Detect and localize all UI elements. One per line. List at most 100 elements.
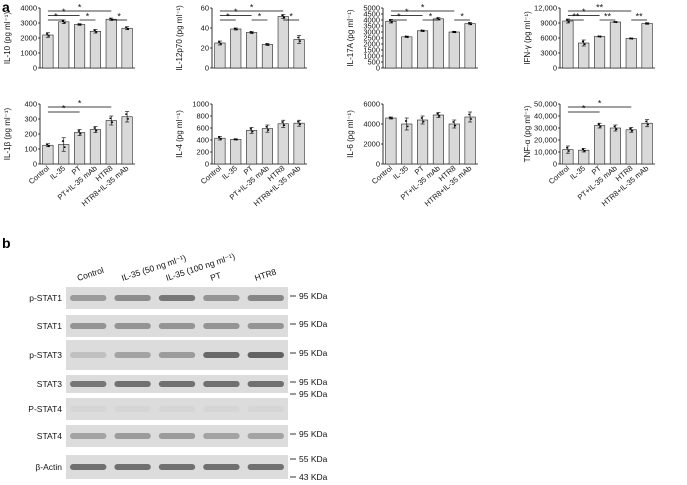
y-tick-label: 500 bbox=[367, 58, 380, 67]
y-tick-label: 2000 bbox=[363, 140, 380, 149]
blot-band bbox=[203, 323, 240, 329]
data-point bbox=[93, 127, 96, 129]
data-point bbox=[406, 125, 409, 128]
bar-1 bbox=[578, 42, 590, 69]
data-point bbox=[468, 113, 470, 116]
data-point bbox=[420, 117, 423, 119]
significance-label: * bbox=[397, 12, 401, 22]
data-point bbox=[613, 20, 616, 23]
significance-label: * bbox=[234, 7, 238, 17]
data-point bbox=[61, 140, 64, 143]
data-point bbox=[454, 31, 457, 34]
y-tick-label: 0 bbox=[553, 64, 557, 73]
y-axis-label: IL-17A (pg ml⁻¹) bbox=[346, 9, 355, 66]
bar-5 bbox=[121, 27, 133, 69]
data-point bbox=[581, 148, 584, 151]
bar-3 bbox=[89, 129, 101, 165]
data-point bbox=[389, 116, 391, 119]
data-point bbox=[404, 120, 407, 122]
significance-label: * bbox=[117, 12, 121, 22]
significance-label: * bbox=[54, 12, 58, 22]
y-tick-label: 0 bbox=[376, 160, 380, 169]
data-point bbox=[95, 129, 98, 132]
data-point bbox=[297, 120, 299, 123]
significance-label: * bbox=[421, 3, 425, 13]
significance-label: * bbox=[460, 12, 464, 22]
bar-4 bbox=[448, 31, 460, 69]
bar-4 bbox=[277, 16, 289, 69]
y-tick-label: 4500 bbox=[363, 10, 380, 19]
blot-band bbox=[158, 381, 196, 387]
bar-0 bbox=[42, 144, 54, 165]
data-point bbox=[283, 124, 286, 127]
blot-row-5: STAT4 95 KDa bbox=[37, 425, 328, 447]
data-point bbox=[220, 138, 222, 140]
significance-label: * bbox=[258, 12, 262, 22]
bar-5 bbox=[464, 23, 476, 69]
bar-3 bbox=[432, 18, 444, 69]
y-tick-label: 3000 bbox=[540, 49, 557, 58]
data-point bbox=[95, 31, 98, 33]
blot-band bbox=[158, 295, 196, 301]
data-point bbox=[77, 23, 80, 26]
data-point bbox=[299, 40, 301, 42]
data-point bbox=[645, 120, 647, 123]
y-tick-label: 4000 bbox=[363, 16, 380, 25]
bar-4 bbox=[277, 123, 289, 165]
data-point bbox=[109, 17, 112, 20]
kda-label: 95 KDa bbox=[299, 389, 328, 399]
bar-2 bbox=[594, 36, 606, 69]
significance-label: * bbox=[598, 99, 602, 109]
bar-0 bbox=[214, 137, 226, 165]
bar-2 bbox=[246, 32, 258, 69]
blot-band bbox=[114, 381, 151, 387]
bar-5 bbox=[121, 116, 133, 165]
significance-label: * bbox=[289, 12, 293, 22]
data-point bbox=[249, 31, 252, 33]
y-tick-label: 200 bbox=[24, 130, 37, 139]
significance-label: * bbox=[250, 3, 254, 13]
y-tick-label: 2000 bbox=[20, 34, 37, 43]
blot-band bbox=[247, 352, 284, 358]
blot-band bbox=[70, 295, 107, 301]
data-point bbox=[265, 43, 268, 45]
data-point bbox=[251, 32, 254, 34]
blot-band bbox=[158, 464, 196, 470]
y-tick-label: 400 bbox=[24, 100, 37, 109]
data-point bbox=[79, 132, 82, 135]
data-point bbox=[127, 27, 129, 30]
y-tick-label: 6000 bbox=[363, 100, 380, 109]
bar-0 bbox=[562, 20, 574, 69]
blot-band bbox=[247, 464, 284, 470]
y-tick-label: 3500 bbox=[363, 22, 380, 31]
data-point bbox=[391, 21, 393, 23]
data-point bbox=[468, 22, 470, 24]
kda-label: 95 KDa bbox=[299, 377, 328, 387]
y-tick-label: 40,000 bbox=[534, 112, 557, 121]
y-tick-label: 40 bbox=[201, 24, 209, 33]
data-point bbox=[111, 121, 114, 124]
y-tick-label: 200 bbox=[196, 148, 209, 157]
bar-0 bbox=[214, 42, 226, 69]
data-point bbox=[615, 128, 618, 131]
data-point bbox=[452, 30, 455, 33]
chart-0: 0 1000 2000 3000 4000 IL-10 (pg ml⁻¹) * * * * * bbox=[3, 3, 135, 73]
data-point bbox=[233, 138, 236, 141]
data-point bbox=[249, 127, 252, 130]
y-tick-label: 300 bbox=[24, 115, 37, 124]
blot-band bbox=[247, 406, 284, 412]
data-point bbox=[568, 20, 570, 23]
y-tick-label: 2000 bbox=[363, 40, 380, 49]
data-point bbox=[220, 42, 222, 45]
blot-row-label: P-STAT4 bbox=[28, 404, 62, 414]
blot-band bbox=[114, 295, 151, 301]
data-point bbox=[63, 146, 66, 149]
data-point bbox=[281, 121, 284, 123]
significance-label: ** bbox=[596, 3, 604, 13]
data-point bbox=[46, 143, 48, 146]
lane-label: HTR8 bbox=[253, 266, 277, 282]
blot-row-0: p-STAT1 95 KDa bbox=[29, 287, 328, 309]
significance-label: * bbox=[86, 12, 90, 22]
y-tick-label: 20 bbox=[201, 44, 209, 53]
